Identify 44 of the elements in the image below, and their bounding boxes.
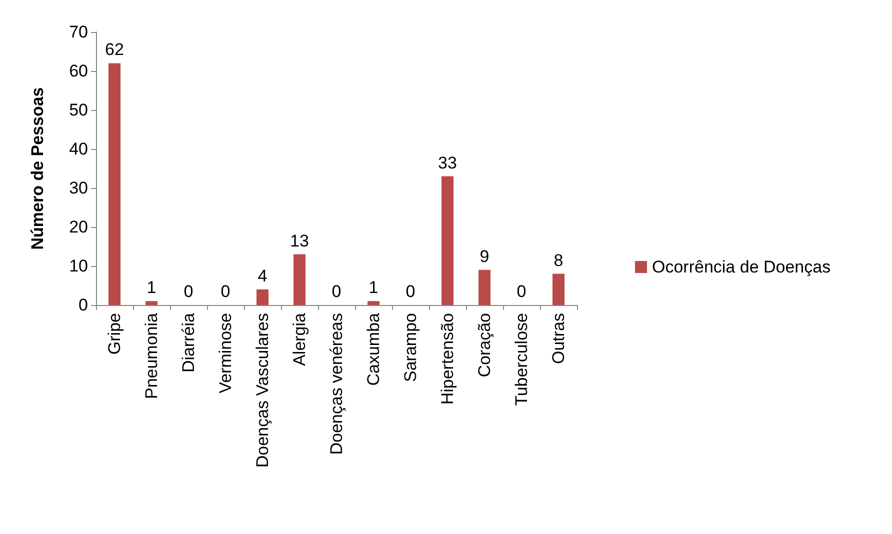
- data-label: 8: [554, 250, 564, 270]
- bar: [478, 270, 490, 305]
- bar: [146, 301, 158, 305]
- legend-label: Ocorrência de Doenças: [652, 258, 831, 276]
- data-label: 0: [220, 282, 230, 301]
- x-tick-label: Coração: [475, 313, 494, 378]
- x-tick-label: Doenças Vasculares: [253, 313, 272, 468]
- bar: [108, 63, 120, 305]
- bar: [442, 176, 454, 305]
- x-tick-label: Caxumba: [364, 312, 383, 386]
- x-tick-label: Tuberculose: [512, 313, 531, 406]
- data-label: 9: [480, 246, 490, 266]
- y-tick-label: 0: [78, 296, 88, 314]
- data-label: 1: [368, 278, 378, 298]
- data-label: 62: [105, 40, 124, 60]
- y-tick-label: 30: [69, 178, 88, 198]
- data-label: 1: [146, 278, 156, 298]
- y-tick-label: 60: [69, 62, 88, 80]
- data-label: 0: [406, 282, 416, 301]
- x-tick-label: Pneumonia: [142, 312, 161, 400]
- data-label: 13: [290, 231, 309, 250]
- data-label: 4: [258, 266, 268, 286]
- x-tick-label: Doenças venéreas: [327, 313, 346, 455]
- x-tick-label: Outras: [549, 313, 568, 364]
- bar: [552, 274, 564, 305]
- bar: [256, 289, 268, 305]
- x-tick-label: Diarréia: [179, 312, 198, 373]
- y-tick-label: 70: [69, 22, 88, 42]
- y-tick-label: 10: [69, 256, 88, 276]
- data-label: 0: [516, 282, 526, 301]
- y-tick-label: 50: [69, 100, 88, 120]
- bar: [368, 301, 380, 305]
- x-tick-label: Gripe: [105, 313, 124, 355]
- x-tick-label: Sarampo: [401, 313, 420, 382]
- x-tick-label: Verminose: [216, 313, 235, 394]
- y-axis-title: Número de Pessoas: [28, 87, 47, 250]
- bar: [294, 254, 306, 305]
- y-tick-label: 20: [69, 218, 88, 236]
- data-label: 0: [332, 282, 342, 301]
- x-tick-label: Hipertensão: [438, 313, 457, 405]
- data-label: 33: [438, 153, 457, 172]
- data-label: 0: [184, 282, 194, 301]
- x-tick-label: Alergia: [290, 312, 309, 366]
- y-tick-label: 40: [69, 140, 88, 158]
